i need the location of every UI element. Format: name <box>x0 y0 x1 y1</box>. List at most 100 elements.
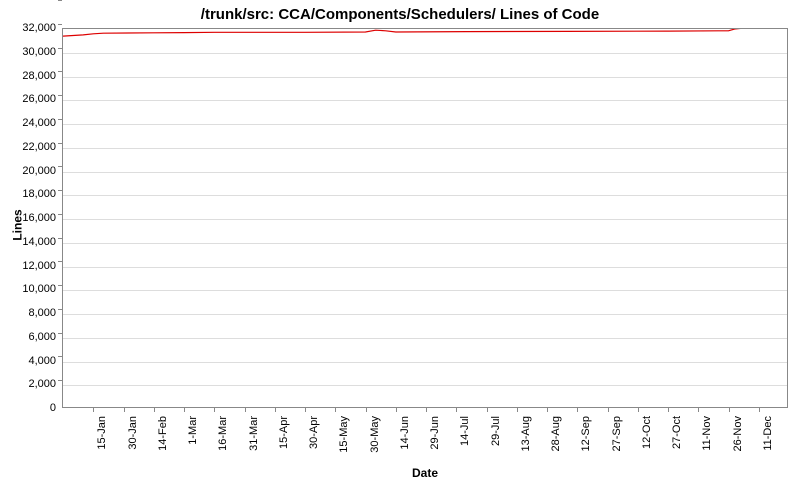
xtick-mark <box>124 408 125 412</box>
xtick-label: 1-Mar <box>187 416 199 445</box>
xtick-label: 15-Apr <box>278 416 290 449</box>
ytick-mark <box>58 24 62 25</box>
gridline <box>63 100 787 101</box>
xtick-label: 29-Jun <box>429 416 441 450</box>
xtick-mark <box>729 408 730 412</box>
ytick-label: 8,000 <box>28 307 56 319</box>
gridline <box>63 172 787 173</box>
xtick-mark <box>275 408 276 412</box>
xtick-mark <box>154 408 155 412</box>
ytick-label: 0 <box>50 402 56 414</box>
ytick-mark <box>58 190 62 191</box>
xtick-mark <box>517 408 518 412</box>
xtick-label: 26-Nov <box>732 416 744 451</box>
ytick-mark <box>58 119 62 120</box>
ytick-mark <box>58 166 62 167</box>
series-line <box>63 29 789 36</box>
xtick-label: 30-May <box>369 416 381 453</box>
plot-area <box>62 28 788 408</box>
ytick-label: 20,000 <box>22 165 56 177</box>
xtick-mark <box>487 408 488 412</box>
xtick-mark <box>456 408 457 412</box>
ytick-label: 32,000 <box>22 22 56 34</box>
gridline <box>63 219 787 220</box>
xtick-mark <box>759 408 760 412</box>
gridline <box>63 124 787 125</box>
ytick-label: 24,000 <box>22 117 56 129</box>
ytick-label: 18,000 <box>22 188 56 200</box>
xtick-label: 27-Oct <box>671 416 683 449</box>
ytick-label: 26,000 <box>22 93 56 105</box>
xtick-label: 14-Feb <box>157 416 169 451</box>
xtick-mark <box>366 408 367 412</box>
ytick-mark <box>58 143 62 144</box>
ytick-mark <box>58 95 62 96</box>
ytick-label: 6,000 <box>28 331 56 343</box>
ytick-mark <box>58 333 62 334</box>
ytick-mark <box>58 238 62 239</box>
xtick-label: 12-Oct <box>641 416 653 449</box>
ytick-mark <box>58 356 62 357</box>
gridline <box>63 338 787 339</box>
xtick-label: 15-Jan <box>96 416 108 450</box>
xtick-label: 14-Jun <box>399 416 411 450</box>
xtick-label: 28-Aug <box>550 416 562 451</box>
ytick-mark <box>58 285 62 286</box>
xtick-label: 30-Apr <box>308 416 320 449</box>
ytick-label: 10,000 <box>22 283 56 295</box>
ytick-mark <box>58 214 62 215</box>
xtick-label: 11-Dec <box>762 416 774 451</box>
xtick-label: 27-Sep <box>611 416 623 451</box>
xtick-mark <box>396 408 397 412</box>
xtick-label: 15-May <box>338 416 350 453</box>
xtick-label: 13-Aug <box>520 416 532 451</box>
gridline <box>63 267 787 268</box>
x-axis-label: Date <box>62 466 788 480</box>
xtick-mark <box>245 408 246 412</box>
ytick-label: 2,000 <box>28 378 56 390</box>
xtick-mark <box>608 408 609 412</box>
gridline <box>63 290 787 291</box>
xtick-label: 29-Jul <box>490 416 502 446</box>
xtick-mark <box>335 408 336 412</box>
xtick-mark <box>184 408 185 412</box>
gridline <box>63 243 787 244</box>
gridline <box>63 385 787 386</box>
ytick-mark <box>58 261 62 262</box>
xtick-mark <box>93 408 94 412</box>
xtick-label: 30-Jan <box>127 416 139 450</box>
gridline <box>63 314 787 315</box>
ytick-label: 4,000 <box>28 355 56 367</box>
ytick-mark <box>58 0 62 1</box>
xtick-label: 31-Mar <box>248 416 260 451</box>
xtick-mark <box>305 408 306 412</box>
xtick-label: 12-Sep <box>580 416 592 451</box>
ytick-label: 16,000 <box>22 212 56 224</box>
xtick-label: 16-Mar <box>217 416 229 451</box>
xtick-label: 11-Nov <box>701 416 713 451</box>
ytick-label: 30,000 <box>22 46 56 58</box>
loc-chart: /trunk/src: CCA/Components/Schedulers/ L… <box>0 0 800 500</box>
gridline <box>63 195 787 196</box>
ytick-label: 12,000 <box>22 260 56 272</box>
ytick-mark <box>58 380 62 381</box>
gridline <box>63 53 787 54</box>
xtick-mark <box>426 408 427 412</box>
xtick-mark <box>668 408 669 412</box>
xtick-mark <box>214 408 215 412</box>
ytick-mark <box>58 71 62 72</box>
ytick-mark <box>58 48 62 49</box>
xtick-mark <box>638 408 639 412</box>
xtick-label: 14-Jul <box>459 416 471 446</box>
ytick-label: 22,000 <box>22 141 56 153</box>
xtick-mark <box>547 408 548 412</box>
xtick-mark <box>698 408 699 412</box>
gridline <box>63 148 787 149</box>
ytick-label: 28,000 <box>22 70 56 82</box>
ytick-mark <box>58 309 62 310</box>
xtick-mark <box>577 408 578 412</box>
gridline <box>63 77 787 78</box>
chart-title: /trunk/src: CCA/Components/Schedulers/ L… <box>0 0 800 23</box>
ytick-label: 14,000 <box>22 236 56 248</box>
gridline <box>63 362 787 363</box>
